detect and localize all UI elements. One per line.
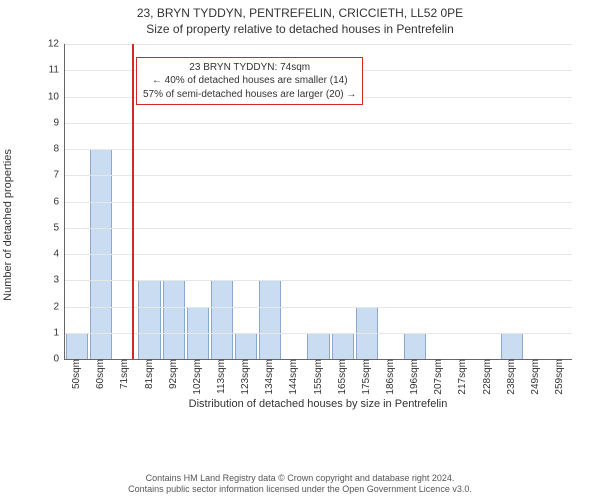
gridline — [65, 333, 572, 334]
gridline — [65, 254, 572, 255]
gridline — [65, 280, 572, 281]
x-tick-label: 217sqm — [457, 359, 468, 395]
y-tick-label: 5 — [41, 222, 65, 233]
gridline — [65, 44, 572, 45]
gridline — [65, 228, 572, 229]
gridline — [65, 175, 572, 176]
y-tick-label: 4 — [41, 249, 65, 260]
y-tick-label: 6 — [41, 196, 65, 207]
gridline — [65, 149, 572, 150]
x-tick-label: 207sqm — [433, 359, 444, 395]
y-tick-label: 10 — [41, 91, 65, 102]
x-tick-label: 165sqm — [337, 359, 348, 395]
info-line: ← 40% of detached houses are smaller (14… — [143, 74, 356, 88]
attribution-footer: Contains HM Land Registry data © Crown c… — [0, 473, 600, 496]
gridline — [65, 202, 572, 203]
chart-container: Number of detached properties 23 BRYN TY… — [38, 40, 578, 410]
info-line: 23 BRYN TYDDYN: 74sqm — [143, 61, 356, 75]
x-tick-label: 92sqm — [168, 359, 179, 389]
histogram-bar — [307, 333, 329, 359]
x-tick-label: 196sqm — [409, 359, 420, 395]
reference-marker-line — [132, 44, 134, 359]
histogram-bar — [138, 280, 160, 359]
x-tick-label: 144sqm — [288, 359, 299, 395]
x-tick-label: 249sqm — [530, 359, 541, 395]
x-tick-label: 71sqm — [119, 359, 130, 389]
histogram-bar — [259, 280, 281, 359]
x-tick-label: 175sqm — [361, 359, 372, 395]
chart-title-block: 23, BRYN TYDDYN, PENTREFELIN, CRICCIETH,… — [0, 0, 600, 36]
y-tick-label: 9 — [41, 117, 65, 128]
gridline — [65, 307, 572, 308]
y-axis-label: Number of detached properties — [2, 149, 14, 301]
histogram-bar — [501, 333, 523, 359]
x-tick-label: 186sqm — [385, 359, 396, 395]
x-tick-label: 228sqm — [482, 359, 493, 395]
gridline — [65, 123, 572, 124]
footer-line2: Contains public sector information licen… — [0, 484, 600, 496]
y-tick-label: 12 — [41, 39, 65, 50]
chart-title-line2: Size of property relative to detached ho… — [0, 22, 600, 36]
histogram-bar — [66, 333, 88, 359]
x-tick-label: 155sqm — [313, 359, 324, 395]
info-callout-box: 23 BRYN TYDDYN: 74sqm← 40% of detached h… — [136, 57, 363, 106]
y-tick-label: 0 — [41, 354, 65, 365]
x-tick-label: 102sqm — [192, 359, 203, 395]
x-tick-label: 123sqm — [240, 359, 251, 395]
x-tick-label: 50sqm — [71, 359, 82, 389]
footer-line1: Contains HM Land Registry data © Crown c… — [0, 473, 600, 485]
histogram-bar — [163, 280, 185, 359]
histogram-bar — [235, 333, 257, 359]
info-line: 57% of semi-detached houses are larger (… — [143, 88, 356, 102]
x-tick-label: 60sqm — [95, 359, 106, 389]
x-tick-label: 81sqm — [144, 359, 155, 389]
y-tick-label: 3 — [41, 275, 65, 286]
y-tick-label: 1 — [41, 327, 65, 338]
x-tick-label: 134sqm — [264, 359, 275, 395]
histogram-bar — [332, 333, 354, 359]
x-axis-label: Distribution of detached houses by size … — [64, 398, 572, 410]
chart-title-line1: 23, BRYN TYDDYN, PENTREFELIN, CRICCIETH,… — [0, 6, 600, 20]
plot-area: 23 BRYN TYDDYN: 74sqm← 40% of detached h… — [64, 44, 572, 360]
x-tick-label: 259sqm — [554, 359, 565, 395]
x-tick-label: 238sqm — [506, 359, 517, 395]
histogram-bar — [404, 333, 426, 359]
y-tick-label: 11 — [41, 65, 65, 76]
y-tick-label: 2 — [41, 301, 65, 312]
x-tick-label: 113sqm — [216, 359, 227, 394]
y-tick-label: 8 — [41, 144, 65, 155]
y-tick-label: 7 — [41, 170, 65, 181]
histogram-bar — [211, 280, 233, 359]
